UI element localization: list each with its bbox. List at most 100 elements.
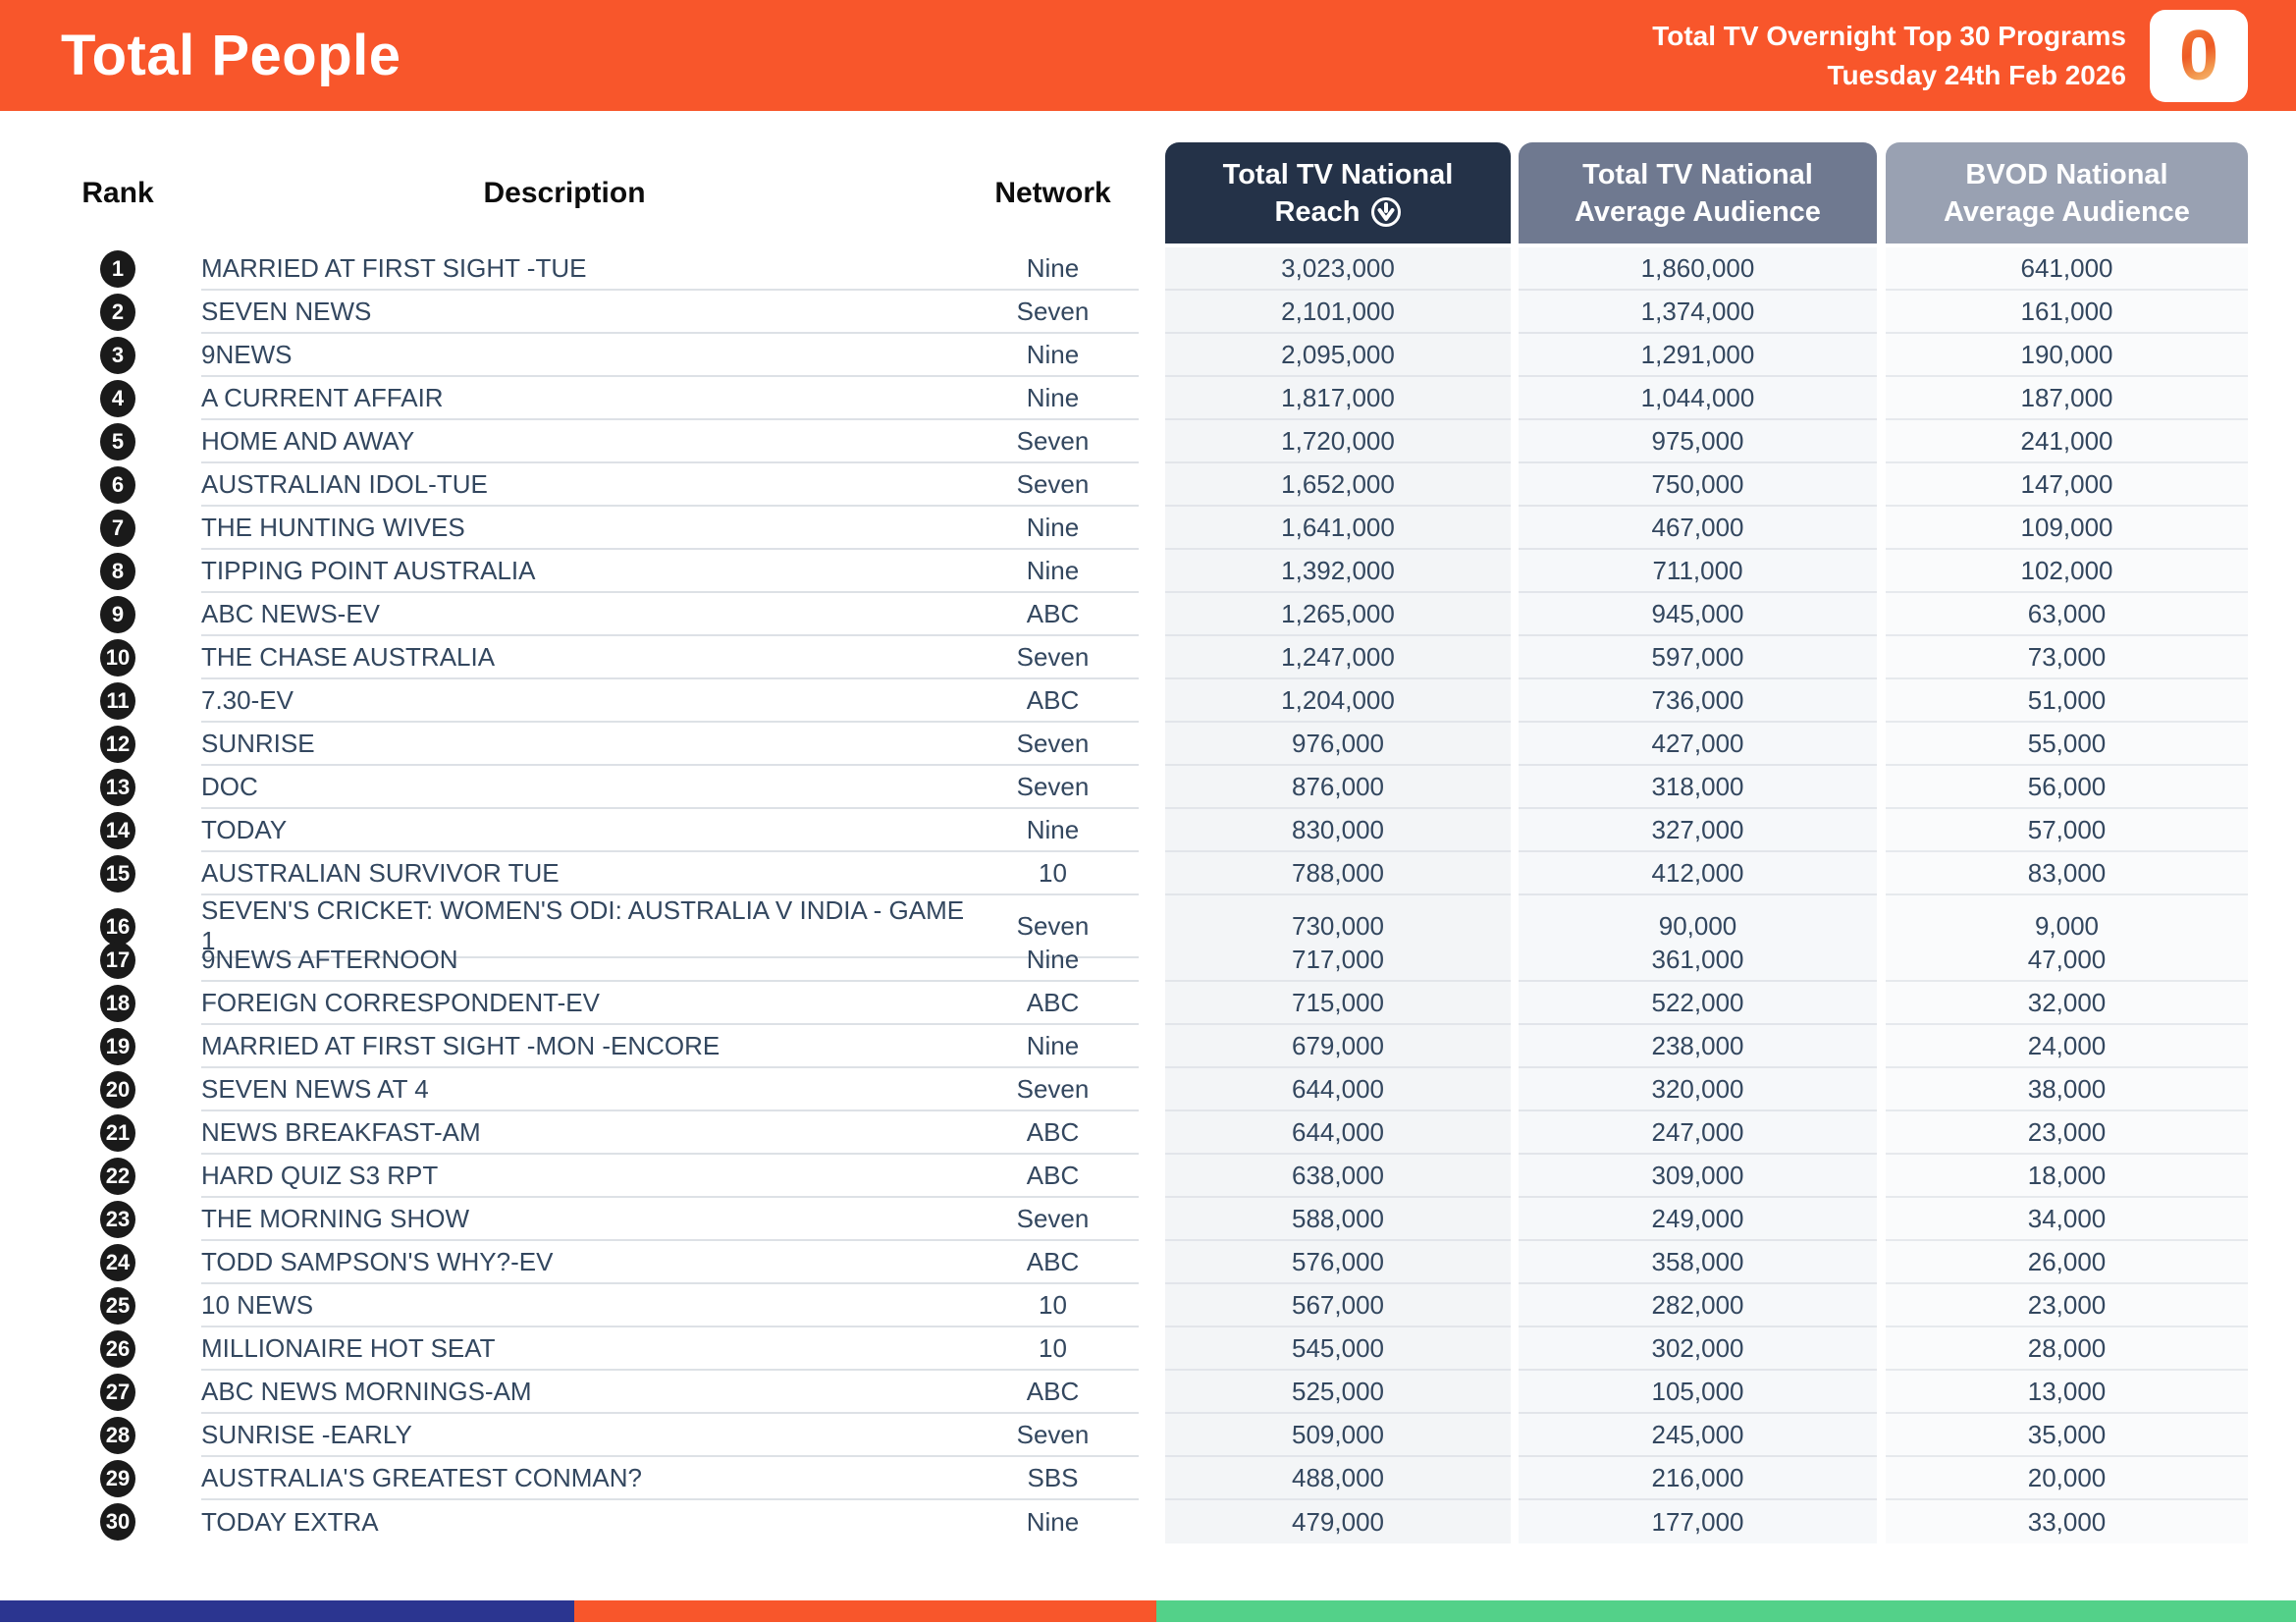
- row-avg-audience: 427,000: [1519, 723, 1877, 766]
- row-description: AUSTRALIAN IDOL-TUE: [201, 463, 967, 507]
- row-bvod-audience: 20,000: [1886, 1457, 2248, 1500]
- rank-badge: 17: [100, 942, 135, 979]
- banner-right: Total TV Overnight Top 30 Programs Tuesd…: [1652, 9, 2296, 102]
- rank-cell: 23: [74, 1198, 162, 1241]
- row-bvod-audience: 161,000: [1886, 291, 2248, 334]
- rank-cell: 21: [74, 1111, 162, 1155]
- table-row: 15 AUSTRALIAN SURVIVOR TUE 10 788,000 41…: [0, 852, 2296, 895]
- row-bvod-audience: 187,000: [1886, 377, 2248, 420]
- rank-badge: 7: [100, 510, 135, 547]
- oztam-logo: 0: [2150, 9, 2248, 102]
- row-description: SUNRISE -EARLY: [201, 1414, 967, 1457]
- row-network: Nine: [967, 334, 1139, 377]
- rank-cell: 11: [74, 679, 162, 723]
- table-row: 7 THE HUNTING WIVES Nine 1,641,000 467,0…: [0, 507, 2296, 550]
- row-reach: 1,204,000: [1165, 679, 1511, 723]
- row-description: SEVEN NEWS AT 4: [201, 1068, 967, 1111]
- row-reach: 1,392,000: [1165, 550, 1511, 593]
- footer-color-bar: [0, 1600, 2296, 1622]
- row-bvod-audience: 33,000: [1886, 1500, 2248, 1543]
- column-header-rank: Rank: [81, 176, 154, 209]
- table-row: 23 THE MORNING SHOW Seven 588,000 249,00…: [0, 1198, 2296, 1241]
- row-network: Seven: [967, 1414, 1139, 1457]
- row-reach: 509,000: [1165, 1414, 1511, 1457]
- row-avg-audience: 247,000: [1519, 1111, 1877, 1155]
- rank-badge: 16: [100, 908, 135, 946]
- row-network: 10: [967, 1327, 1139, 1371]
- row-description: DOC: [201, 766, 967, 809]
- column-header-total-tv-average[interactable]: Total TV National Average Audience: [1519, 142, 1877, 244]
- rank-badge: 6: [100, 466, 135, 504]
- row-bvod-audience: 55,000: [1886, 723, 2248, 766]
- row-avg-audience: 320,000: [1519, 1068, 1877, 1111]
- row-reach: 1,720,000: [1165, 420, 1511, 463]
- row-avg-audience: 597,000: [1519, 636, 1877, 679]
- column-header-bvod-average[interactable]: BVOD National Average Audience: [1886, 142, 2248, 244]
- report-meta: Total TV Overnight Top 30 Programs Tuesd…: [1652, 17, 2126, 95]
- row-bvod-audience: 24,000: [1886, 1025, 2248, 1068]
- row-reach: 715,000: [1165, 982, 1511, 1025]
- row-avg-audience: 327,000: [1519, 809, 1877, 852]
- row-bvod-audience: 83,000: [1886, 852, 2248, 895]
- table-row: 10 THE CHASE AUSTRALIA Seven 1,247,000 5…: [0, 636, 2296, 679]
- rank-badge: 25: [100, 1287, 135, 1325]
- pill-line2: Average Audience: [1944, 195, 2190, 228]
- table-row: 20 SEVEN NEWS AT 4 Seven 644,000 320,000…: [0, 1068, 2296, 1111]
- table-row: 18 FOREIGN CORRESPONDENT-EV ABC 715,000 …: [0, 982, 2296, 1025]
- rank-cell: 3: [74, 334, 162, 377]
- rank-cell: 2: [74, 291, 162, 334]
- row-description: AUSTRALIA'S GREATEST CONMAN?: [201, 1457, 967, 1500]
- row-reach: 1,247,000: [1165, 636, 1511, 679]
- rank-badge: 1: [100, 250, 135, 288]
- row-bvod-audience: 26,000: [1886, 1241, 2248, 1284]
- rank-badge: 15: [100, 855, 135, 893]
- rank-badge: 19: [100, 1028, 135, 1065]
- oztam-logo-zero: 0: [2178, 16, 2219, 95]
- column-header-total-tv-reach[interactable]: Total TV National Reach: [1165, 142, 1511, 244]
- rank-badge: 21: [100, 1114, 135, 1152]
- row-description: 7.30-EV: [201, 679, 967, 723]
- row-bvod-audience: 241,000: [1886, 420, 2248, 463]
- rank-badge: 28: [100, 1417, 135, 1454]
- rank-badge: 23: [100, 1201, 135, 1238]
- rank-badge: 2: [100, 294, 135, 331]
- row-reach: 717,000: [1165, 939, 1511, 982]
- row-description: THE CHASE AUSTRALIA: [201, 636, 967, 679]
- row-reach: 545,000: [1165, 1327, 1511, 1371]
- row-avg-audience: 177,000: [1519, 1500, 1877, 1543]
- table-row: 30 TODAY EXTRA Nine 479,000 177,000 33,0…: [0, 1500, 2296, 1543]
- row-avg-audience: 249,000: [1519, 1198, 1877, 1241]
- table-row: 11 7.30-EV ABC 1,204,000 736,000 51,000: [0, 679, 2296, 723]
- rank-cell: 10: [74, 636, 162, 679]
- row-bvod-audience: 35,000: [1886, 1414, 2248, 1457]
- rank-badge: 13: [100, 769, 135, 806]
- table-row: 9 ABC NEWS-EV ABC 1,265,000 945,000 63,0…: [0, 593, 2296, 636]
- row-reach: 830,000: [1165, 809, 1511, 852]
- rank-cell: 1: [74, 247, 162, 291]
- row-reach: 3,023,000: [1165, 247, 1511, 291]
- row-network: Seven: [967, 895, 1139, 958]
- row-avg-audience: 975,000: [1519, 420, 1877, 463]
- row-description: FOREIGN CORRESPONDENT-EV: [201, 982, 967, 1025]
- table-row: 27 ABC NEWS MORNINGS-AM ABC 525,000 105,…: [0, 1371, 2296, 1414]
- row-description: HOME AND AWAY: [201, 420, 967, 463]
- row-network: Seven: [967, 636, 1139, 679]
- table-row: 14 TODAY Nine 830,000 327,000 57,000: [0, 809, 2296, 852]
- row-network: ABC: [967, 1371, 1139, 1414]
- rank-cell: 25: [74, 1284, 162, 1327]
- rank-badge: 14: [100, 812, 135, 849]
- row-avg-audience: 736,000: [1519, 679, 1877, 723]
- row-avg-audience: 522,000: [1519, 982, 1877, 1025]
- rank-badge: 10: [100, 639, 135, 677]
- row-description: SEVEN'S CRICKET: WOMEN'S ODI: AUSTRALIA …: [201, 895, 967, 958]
- circle-arrow-down-icon: [1370, 196, 1401, 227]
- row-reach: 588,000: [1165, 1198, 1511, 1241]
- row-network: Seven: [967, 723, 1139, 766]
- rank-badge: 5: [100, 423, 135, 460]
- row-description: HARD QUIZ S3 RPT: [201, 1155, 967, 1198]
- footer-bar-orange-segment: [573, 1600, 1156, 1622]
- row-network: ABC: [967, 1241, 1139, 1284]
- row-description: TODAY: [201, 809, 967, 852]
- rank-cell: 24: [74, 1241, 162, 1284]
- rank-cell: 12: [74, 723, 162, 766]
